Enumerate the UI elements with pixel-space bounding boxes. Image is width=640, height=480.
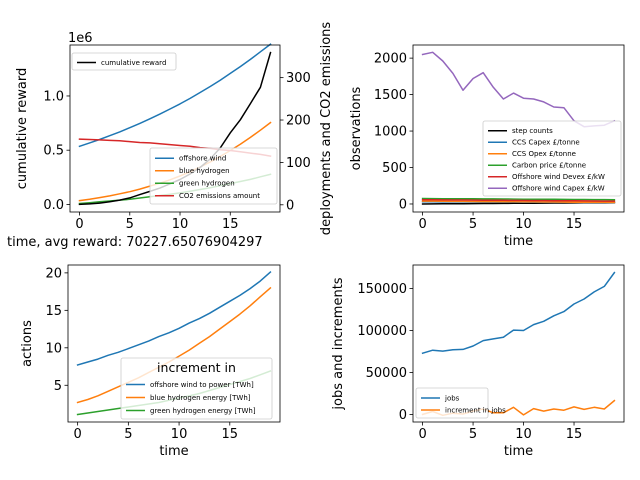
bottom-right-panel: 0 5 10 15 0 50000 100000 150000 time jobs and inc… [331, 264, 625, 459]
top-left-ylabel-right: deployments and CO2 emissions [319, 22, 334, 236]
bottom-left-legend-label: blue hydrogen energy [TWh] [150, 394, 251, 402]
bottom-right-ytick-label: 50000 [366, 366, 407, 381]
top-right-legend-label: CCS Capex £/tonne [512, 139, 580, 147]
top-left-ytick-right-label: 0 [286, 198, 294, 213]
top-right-legend-label: Offshore wind Devex £/kW [512, 173, 605, 181]
top-left-panel: 0 5 10 15 0.0 0.5 1.0 0 100 200 300 1e6 time, avg re… [7, 22, 334, 250]
bottom-left-legend-box [120, 357, 273, 420]
top-left-right-legend-label: blue hydrogen [179, 167, 230, 175]
bottom-left-xtick-label: 5 [124, 427, 132, 442]
top-left-right-legend-label: CO2 emissions amount [179, 192, 260, 200]
bottom-left-xtick-label: 0 [73, 427, 81, 442]
top-left-xlabel: time, avg reward: 70227.65076904297 [7, 235, 263, 250]
top-right-ytick-label: 1500 [374, 88, 407, 103]
top-left-left-legend-label: cumulative reward [101, 59, 166, 67]
top-right-legend-label: step counts [512, 127, 553, 135]
top-right-xtick-label: 0 [418, 217, 426, 232]
bottom-right-ylabel: jobs and increments [331, 277, 346, 410]
top-left-ytick-label: 1.0 [43, 89, 64, 104]
bottom-left-ylabel: actions [20, 320, 35, 367]
top-right-line-ccs-opex-tonne [421, 200, 616, 204]
bottom-left-xtick-label: 10 [171, 427, 188, 442]
bottom-right-line-jobs [421, 271, 616, 355]
bottom-right-xtick-label: 5 [469, 427, 477, 442]
top-right-xtick-label: 5 [469, 217, 477, 232]
top-left-ylabel: cumulative reward [15, 68, 30, 189]
top-left-ytick-label: 0.0 [43, 198, 64, 213]
bottom-left-legend: increment in offshore wind to power [TWh]… [120, 357, 273, 420]
top-left-ytick-right-label: 200 [286, 114, 311, 129]
top-left-xtick-label: 15 [222, 217, 239, 232]
bottom-right-ytick-label: 150000 [357, 282, 407, 297]
bottom-right-ytick-label: 100000 [357, 324, 407, 339]
bottom-right-xtick-label: 15 [566, 427, 583, 442]
top-right-ylabel: observations [349, 86, 364, 170]
top-right-panel: 0 5 10 15 0 500 1000 1500 2000 time observations st… [349, 44, 625, 249]
top-right-ytick-label: 0 [399, 197, 407, 212]
top-left-line-offshore-wind [78, 43, 272, 148]
top-right-line-offshore-wind-devex-kw [421, 198, 616, 202]
bottom-right-legend: jobs increment in jobs [415, 387, 506, 419]
top-left-xtick-label: 5 [126, 217, 134, 232]
top-left-ytick-right-label: 100 [286, 156, 311, 171]
bottom-right-legend-label: jobs [444, 394, 460, 402]
top-left-xtick-label: 10 [172, 217, 189, 232]
bottom-left-panel: 0 5 10 15 5 10 15 20 time actions increment in offs… [20, 264, 281, 459]
bottom-right-xtick-label: 10 [515, 427, 532, 442]
bottom-left-ytick-label: 15 [45, 304, 62, 319]
top-right-legend-label: Carbon price £/tonne [512, 162, 586, 170]
top-left-right-legend-box [149, 147, 278, 205]
bottom-left-line-offshore-wind-to-power-twh- [76, 271, 272, 366]
bottom-left-xtick-label: 15 [222, 427, 239, 442]
bottom-left-ytick-label: 5 [54, 379, 62, 394]
top-right-ytick-label: 2000 [374, 52, 407, 67]
top-right-ytick-label: 1000 [374, 125, 407, 140]
bottom-right-xtick-label: 0 [418, 427, 426, 442]
top-right-legend: step counts CCS Capex £/tonne CCS Opex £/t… [482, 120, 622, 197]
top-right-legend-label: CCS Opex £/tonne [512, 150, 576, 158]
bottom-left-ytick-label: 10 [45, 341, 62, 356]
bottom-left-ytick-label: 20 [45, 266, 62, 281]
bottom-left-legend-title: increment in [157, 360, 236, 375]
bottom-left-axes-frame [67, 264, 281, 423]
bottom-left-legend-label: green hydrogen energy [TWh] [150, 407, 256, 415]
bottom-right-xlabel: time [504, 444, 533, 459]
top-left-axes-frame [69, 44, 281, 213]
bottom-right-legend-label: increment in jobs [445, 406, 506, 414]
bottom-left-xlabel: time [159, 444, 188, 459]
bottom-right-axes-frame [412, 264, 625, 423]
top-right-legend-label: Offshore wind Capex £/kW [512, 185, 605, 193]
top-right-xlabel: time [504, 234, 533, 249]
top-left-right-legend-label: offshore wind [179, 155, 226, 163]
top-left-left-legend: cumulative reward [71, 52, 177, 71]
bottom-right-ytick-label: 0 [399, 408, 407, 423]
top-left-right-legend: offshore wind blue hydrogen green hydrogen… [149, 147, 278, 205]
top-left-offset-text: 1e6 [68, 31, 93, 46]
top-right-legend-box [482, 120, 622, 197]
top-left-left-legend-box [71, 52, 177, 71]
top-left-ytick-label: 0.5 [43, 144, 64, 159]
top-left-right-legend-label: green hydrogen [179, 180, 235, 188]
top-right-xtick-label: 10 [515, 217, 532, 232]
top-right-line-carbon-price-tonne [421, 197, 616, 201]
top-right-xtick-label: 15 [566, 217, 583, 232]
top-right-axes-frame [412, 44, 625, 213]
top-right-line-offshore-wind-capex-kw [421, 51, 616, 128]
bottom-left-legend-label: offshore wind to power [TWh] [150, 381, 254, 389]
top-right-ytick-label: 500 [382, 161, 407, 176]
top-left-ytick-right-label: 300 [286, 71, 311, 86]
top-left-xtick-label: 0 [75, 217, 83, 232]
